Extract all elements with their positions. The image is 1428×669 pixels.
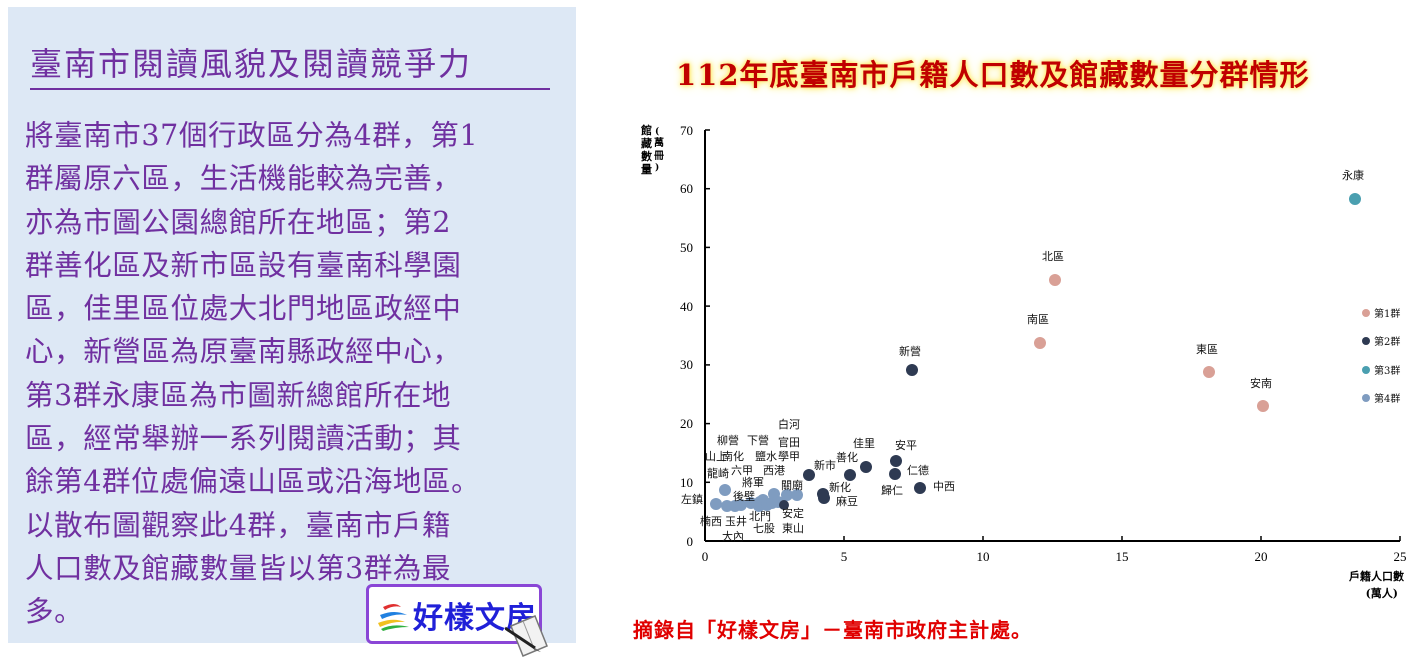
svg-text:數: 數 (641, 149, 652, 163)
legend-item-group1: 第1群 (1362, 307, 1400, 320)
x-ticks: 0 5 10 15 20 25 (702, 536, 1407, 564)
svg-text:安南: 安南 (1250, 376, 1272, 390)
panel-title: 臺南市閱讀風貌及閱讀競爭力 (30, 42, 550, 90)
panel-line: 人口數及館藏數量皆以第3群為最 (25, 551, 452, 585)
panel-line: 區，經常舉辦一系列閱讀活動；其 (25, 422, 462, 456)
series-group3 (1349, 193, 1361, 205)
chart-legend: 第1群 第2群 第3群 第4群 (1362, 307, 1400, 405)
svg-text:第2群: 第2群 (1374, 335, 1400, 348)
svg-text:新營: 新營 (899, 344, 921, 358)
svg-text:0: 0 (687, 534, 694, 549)
svg-text:關廟: 關廟 (781, 478, 803, 492)
svg-text:南化: 南化 (722, 449, 744, 463)
svg-text:南區: 南區 (1027, 313, 1049, 326)
svg-text:學甲: 學甲 (778, 450, 800, 463)
svg-text:第3群: 第3群 (1374, 364, 1400, 377)
y-ticks: 70 60 50 40 30 20 10 0 (680, 123, 710, 549)
svg-text:北區: 北區 (1042, 250, 1064, 263)
point-labels: 永康 北區 南區 東區 安南 新營 安平 仁德 中西 歸仁 佳里 善化 新市 新… (681, 168, 1364, 543)
svg-text:30: 30 (680, 357, 693, 372)
x-axis-label: 戶籍人口數 (萬人) (1349, 569, 1404, 600)
svg-text:藏: 藏 (641, 136, 652, 150)
svg-text:七股: 七股 (753, 522, 775, 535)
svg-text:歸仁: 歸仁 (881, 483, 903, 497)
legend-item-group4: 第4群 (1362, 392, 1400, 405)
svg-text:楠西: 楠西 (700, 514, 722, 528)
svg-text:白河: 白河 (778, 417, 800, 431)
svg-text:): ) (655, 162, 659, 173)
svg-text:0: 0 (702, 549, 709, 564)
svg-text:麻豆: 麻豆 (836, 494, 858, 508)
svg-text:(萬人): (萬人) (1366, 586, 1398, 600)
svg-text:安定: 安定 (782, 506, 804, 520)
svg-text:第4群: 第4群 (1374, 392, 1400, 405)
svg-text:東山: 東山 (782, 522, 804, 535)
svg-text:下營: 下營 (747, 434, 769, 447)
svg-text:永康: 永康 (1342, 168, 1364, 182)
description-panel (8, 7, 576, 643)
svg-text:新化: 新化 (829, 480, 851, 494)
book-pen-icon (505, 615, 548, 657)
panel-line: 區，佳里區位處大北門地區政經中 (25, 292, 462, 326)
svg-text:善化: 善化 (836, 450, 858, 464)
svg-text:將軍: 將軍 (742, 475, 764, 489)
svg-text:左鎮: 左鎮 (681, 492, 703, 506)
svg-text:萬: 萬 (654, 136, 664, 149)
svg-text:玉井: 玉井 (725, 514, 747, 528)
svg-text:館: 館 (640, 123, 652, 137)
svg-text:山上: 山上 (705, 450, 727, 463)
svg-text:北門: 北門 (749, 510, 771, 523)
series-group1 (1034, 274, 1269, 412)
panel-line: 餘第4群位處偏遠山區或沿海地區。 (25, 465, 481, 499)
svg-text:新市: 新市 (814, 458, 836, 472)
svg-text:龍崎: 龍崎 (707, 466, 729, 480)
svg-text:冊: 冊 (654, 150, 664, 162)
panel-body: 將臺南市37個行政區分為4群，第1 群屬原六區，生活機能較為完善， 亦為市圖公園… (25, 114, 570, 634)
svg-text:西港: 西港 (763, 464, 785, 477)
svg-text:量: 量 (641, 163, 652, 176)
svg-text:佳里: 佳里 (853, 436, 875, 450)
svg-text:六甲: 六甲 (731, 464, 753, 477)
svg-text:15: 15 (1116, 549, 1129, 564)
svg-text:20: 20 (680, 416, 693, 431)
scatter-chart: 館 藏 數 量 ( 萬 冊 ) 70 60 50 40 30 20 10 0 0… (640, 123, 1407, 600)
svg-text:40: 40 (680, 299, 693, 314)
svg-text:安平: 安平 (895, 438, 917, 452)
svg-text:鹽水: 鹽水 (755, 449, 777, 463)
svg-text:10: 10 (680, 475, 693, 490)
svg-text:戶籍人口數: 戶籍人口數 (1349, 569, 1404, 583)
series-group2 (779, 364, 926, 510)
chart-title: 112年底臺南市戶籍人口數及館藏數量分群情形 (676, 58, 1310, 92)
panel-line: 多。 (25, 595, 84, 629)
svg-text:柳營: 柳營 (717, 433, 739, 447)
svg-text:第1群: 第1群 (1374, 307, 1400, 320)
panel-line: 將臺南市37個行政區分為4群，第1 (25, 119, 479, 152)
svg-text:60: 60 (680, 181, 693, 196)
svg-text:官田: 官田 (778, 435, 800, 449)
panel-line: 亦為市圖公園總館所在地區；第2 (25, 205, 452, 239)
svg-text:50: 50 (680, 240, 693, 255)
legend-item-group2: 第2群 (1362, 335, 1400, 348)
svg-text:70: 70 (680, 123, 693, 138)
panel-line: 心，新營區為原臺南縣政經中心， (25, 335, 462, 369)
swoosh-logo-icon (378, 604, 409, 631)
source-note: 摘錄自「好樣文房」－臺南市政府主計處。 (633, 618, 1032, 642)
svg-text:25: 25 (1394, 549, 1407, 564)
panel-line: 以散布圖觀察此4群，臺南市戶籍 (25, 508, 452, 542)
panel-line: 群善化區及新市區設有臺南科學園 (25, 248, 462, 282)
svg-text:後壁: 後壁 (733, 489, 755, 503)
svg-text:東區: 東區 (1196, 343, 1218, 356)
svg-text:20: 20 (1255, 549, 1268, 564)
series-group4 (710, 484, 803, 512)
svg-text:5: 5 (841, 549, 848, 564)
svg-text:(: ( (655, 126, 659, 137)
y-axis-label: 館 藏 數 量 ( 萬 冊 ) (640, 123, 664, 176)
panel-line: 第3群永康區為市圖新總館所在地 (25, 378, 452, 412)
svg-text:仁德: 仁德 (907, 463, 929, 477)
svg-text:大內: 大內 (722, 529, 744, 543)
legend-item-group3: 第3群 (1362, 364, 1400, 377)
panel-line: 群屬原六區，生活機能較為完善， (25, 162, 462, 196)
svg-text:中西: 中西 (933, 480, 955, 493)
svg-text:10: 10 (977, 549, 990, 564)
